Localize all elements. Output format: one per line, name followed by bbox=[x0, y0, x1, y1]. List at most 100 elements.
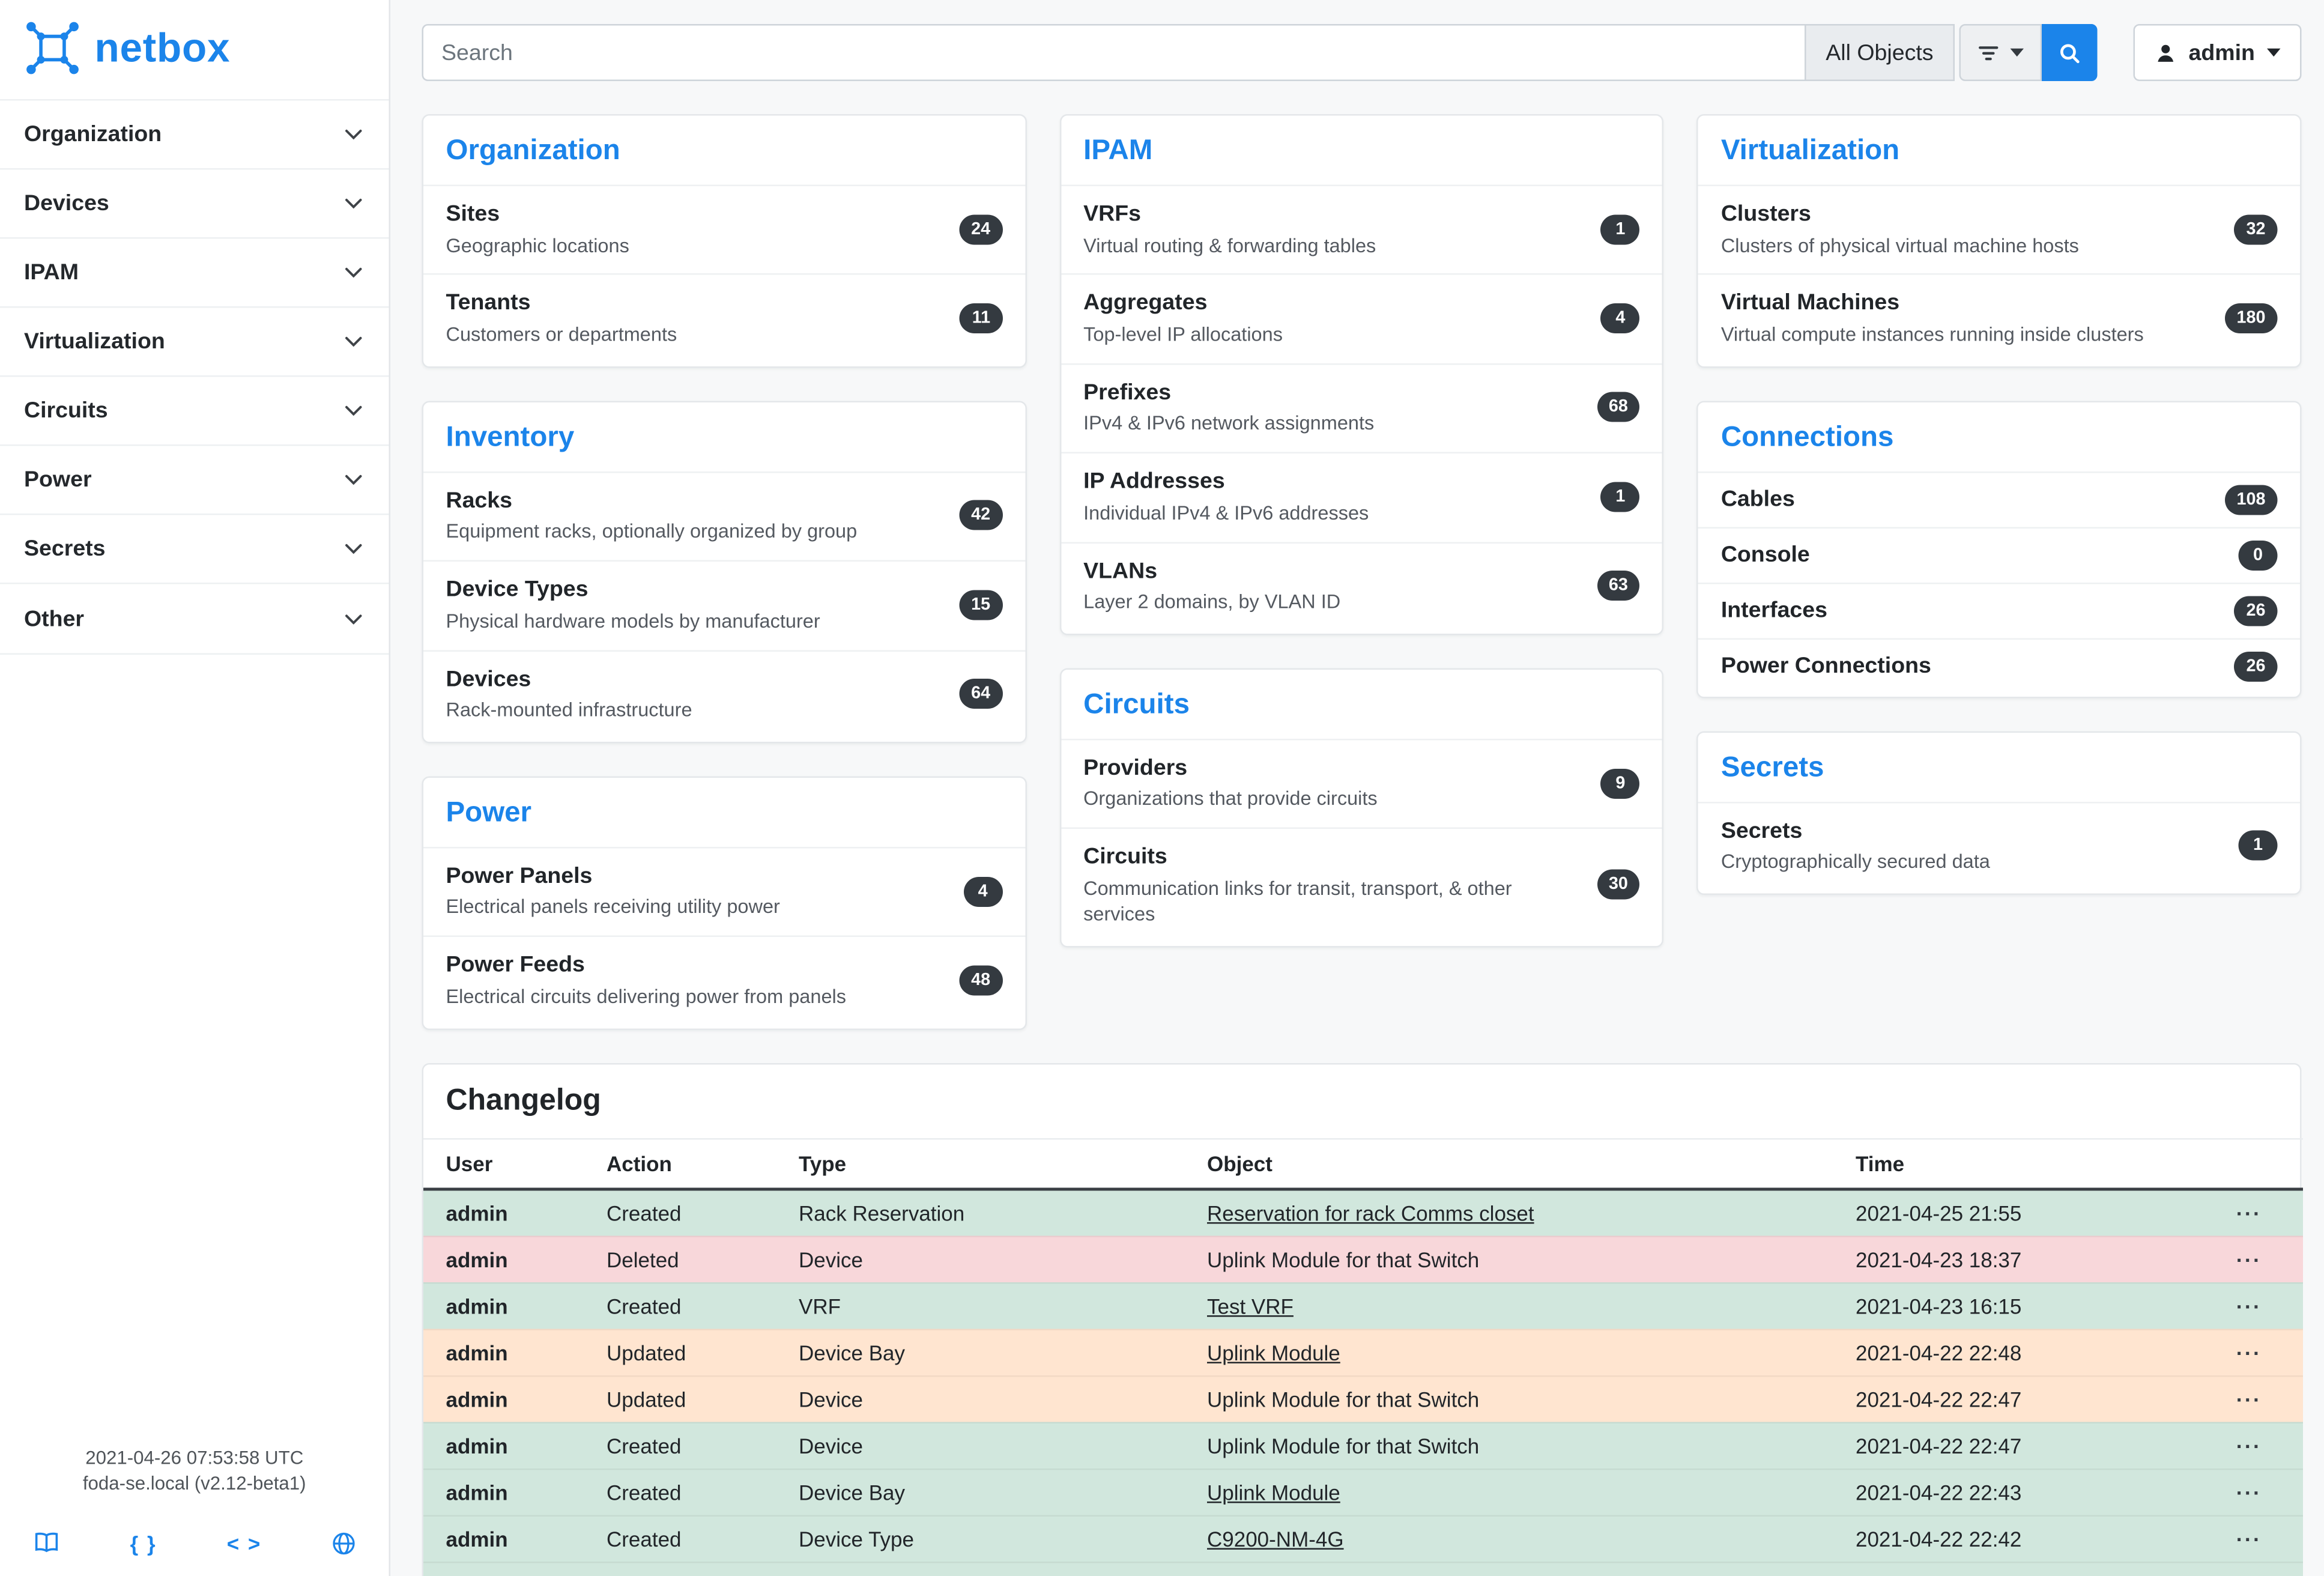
rest-api-braces-icon[interactable]: { } bbox=[130, 1530, 157, 1555]
count-badge[interactable]: 24 bbox=[959, 214, 1003, 244]
card-item-power-panels[interactable]: Power Panels Electrical panels receiving… bbox=[423, 846, 1025, 936]
count-badge[interactable]: 32 bbox=[2234, 214, 2278, 244]
item-label[interactable]: Prefixes bbox=[1083, 379, 1172, 405]
card-connections: Connections Cables 108 Console 0 Interfa… bbox=[1696, 400, 2302, 698]
globe-icon[interactable] bbox=[331, 1531, 356, 1555]
count-badge[interactable]: 30 bbox=[1596, 870, 1640, 900]
count-badge[interactable]: 180 bbox=[2224, 303, 2278, 334]
item-label[interactable]: Racks bbox=[446, 487, 513, 514]
count-badge[interactable]: 1 bbox=[2238, 831, 2278, 861]
card-item-virtual-machines[interactable]: Virtual Machines Virtual compute instanc… bbox=[1698, 273, 2300, 363]
card-item-ip-addresses[interactable]: IP Addresses Individual IPv4 & IPv6 addr… bbox=[1061, 452, 1663, 541]
object-link[interactable]: Reservation for rack Comms closet bbox=[1207, 1201, 1534, 1225]
search-submit-button[interactable] bbox=[2041, 24, 2098, 81]
card-item-providers[interactable]: Providers Organizations that provide cir… bbox=[1061, 738, 1663, 828]
count-badge[interactable]: 26 bbox=[2234, 595, 2278, 626]
item-label[interactable]: Clusters bbox=[1720, 201, 1811, 227]
item-label[interactable]: Interfaces bbox=[1720, 598, 1828, 623]
sidebar-item-ipam[interactable]: IPAM bbox=[0, 239, 389, 308]
row-actions-button[interactable]: ··· bbox=[2195, 1422, 2303, 1470]
row-actions-button[interactable]: ··· bbox=[2195, 1329, 2303, 1377]
card-power: Power Power Panels Electrical panels rec… bbox=[422, 776, 1027, 1030]
docs-book-icon[interactable] bbox=[33, 1532, 60, 1554]
item-description: Geographic locations bbox=[446, 233, 629, 256]
search-scope-button[interactable]: All Objects bbox=[1805, 24, 1955, 81]
object-link[interactable]: Uplink Module bbox=[1207, 1480, 1340, 1505]
card-item-devices[interactable]: Devices Rack-mounted infrastructure 64 bbox=[423, 649, 1025, 738]
item-label[interactable]: VRFs bbox=[1083, 201, 1141, 227]
card-item-interfaces[interactable]: Interfaces 26 bbox=[1698, 582, 2300, 638]
card-item-racks[interactable]: Racks Equipment racks, optionally organi… bbox=[423, 471, 1025, 560]
count-badge[interactable]: 1 bbox=[1600, 482, 1640, 512]
card-circuits: Circuits Providers Organizations that pr… bbox=[1059, 668, 1664, 947]
item-label[interactable]: IP Addresses bbox=[1083, 468, 1225, 494]
count-badge[interactable]: 15 bbox=[959, 590, 1003, 620]
count-badge[interactable]: 11 bbox=[960, 303, 1003, 334]
card-item-console[interactable]: Console 0 bbox=[1698, 526, 2300, 583]
item-label[interactable]: Secrets bbox=[1720, 817, 1803, 844]
sidebar-item-organization[interactable]: Organization bbox=[0, 101, 389, 170]
count-badge[interactable]: 63 bbox=[1596, 571, 1640, 601]
item-label[interactable]: Tenants bbox=[446, 290, 531, 316]
filter-button[interactable] bbox=[1959, 24, 2042, 81]
item-label[interactable]: Virtual Machines bbox=[1720, 290, 1900, 316]
card-item-tenants[interactable]: Tenants Customers or departments 11 bbox=[423, 273, 1025, 363]
count-badge[interactable]: 0 bbox=[2238, 540, 2278, 571]
item-label[interactable]: Power Connections bbox=[1720, 653, 1931, 679]
card-item-clusters[interactable]: Clusters Clusters of physical virtual ma… bbox=[1698, 184, 2300, 274]
card-item-power-feeds[interactable]: Power Feeds Electrical circuits deliveri… bbox=[423, 936, 1025, 1025]
count-badge[interactable]: 1 bbox=[1600, 214, 1640, 244]
row-actions-button[interactable]: ··· bbox=[2195, 1236, 2303, 1284]
count-badge[interactable]: 108 bbox=[2224, 484, 2278, 515]
count-badge[interactable]: 48 bbox=[959, 965, 1003, 996]
sidebar-item-other[interactable]: Other bbox=[0, 584, 389, 653]
row-actions-button[interactable]: ··· bbox=[2195, 1189, 2303, 1237]
card-item-device-types[interactable]: Device Types Physical hardware models by… bbox=[423, 560, 1025, 649]
item-label[interactable]: Sites bbox=[446, 201, 500, 227]
count-badge[interactable]: 42 bbox=[959, 500, 1003, 531]
card-item-circuits[interactable]: Circuits Communication links for transit… bbox=[1061, 828, 1663, 942]
count-badge[interactable]: 68 bbox=[1596, 392, 1640, 423]
card-item-power-connections[interactable]: Power Connections 26 bbox=[1698, 637, 2300, 694]
item-label[interactable]: Devices bbox=[446, 665, 531, 692]
card-item-sites[interactable]: Sites Geographic locations 24 bbox=[423, 184, 1025, 274]
brand[interactable]: netbox bbox=[0, 0, 389, 99]
api-code-icon[interactable]: < > bbox=[226, 1530, 262, 1555]
item-label[interactable]: Cables bbox=[1720, 486, 1795, 512]
item-label[interactable]: Circuits bbox=[1083, 844, 1167, 870]
item-label[interactable]: Power Panels bbox=[446, 863, 593, 889]
object-link[interactable]: Uplink Module bbox=[1207, 1340, 1340, 1365]
row-actions-button[interactable]: ··· bbox=[2195, 1282, 2303, 1330]
row-actions-button[interactable]: ··· bbox=[2195, 1468, 2303, 1517]
count-badge[interactable]: 64 bbox=[959, 679, 1003, 709]
item-label[interactable]: Device Types bbox=[446, 577, 589, 602]
item-label[interactable]: Power Feeds bbox=[446, 952, 585, 978]
card-item-aggregates[interactable]: Aggregates Top-level IP allocations 4 bbox=[1061, 273, 1663, 363]
sidebar-item-circuits[interactable]: Circuits bbox=[0, 377, 389, 446]
row-actions-button[interactable]: ··· bbox=[2195, 1562, 2303, 1576]
count-badge[interactable]: 4 bbox=[963, 876, 1003, 907]
user-menu-button[interactable]: admin bbox=[2133, 24, 2302, 81]
count-badge[interactable]: 9 bbox=[1600, 768, 1640, 799]
object-link[interactable]: Test VRF bbox=[1207, 1294, 1294, 1318]
card-item-cables[interactable]: Cables 108 bbox=[1698, 471, 2300, 527]
count-badge[interactable]: 4 bbox=[1600, 303, 1640, 334]
count-badge[interactable]: 26 bbox=[2234, 651, 2278, 682]
item-label[interactable]: Aggregates bbox=[1083, 290, 1208, 316]
search-input[interactable] bbox=[422, 24, 1805, 81]
card-item-vlans[interactable]: VLANs Layer 2 domains, by VLAN ID 63 bbox=[1061, 541, 1663, 630]
row-actions-button[interactable]: ··· bbox=[2195, 1515, 2303, 1563]
sidebar-item-secrets[interactable]: Secrets bbox=[0, 515, 389, 584]
sidebar-item-virtualization[interactable]: Virtualization bbox=[0, 308, 389, 377]
object-link[interactable]: C9200-NM-4G bbox=[1207, 1526, 1344, 1551]
row-actions-button[interactable]: ··· bbox=[2195, 1375, 2303, 1423]
brand-name[interactable]: netbox bbox=[94, 25, 231, 70]
item-label[interactable]: Providers bbox=[1083, 755, 1188, 781]
card-item-secrets[interactable]: Secrets Cryptographically secured data 1 bbox=[1698, 801, 2300, 890]
sidebar-item-devices[interactable]: Devices bbox=[0, 170, 389, 239]
card-item-prefixes[interactable]: Prefixes IPv4 & IPv6 network assignments… bbox=[1061, 363, 1663, 452]
card-item-vrfs[interactable]: VRFs Virtual routing & forwarding tables… bbox=[1061, 184, 1663, 274]
item-label[interactable]: VLANs bbox=[1083, 557, 1158, 584]
item-label[interactable]: Console bbox=[1720, 542, 1810, 568]
sidebar-item-power[interactable]: Power bbox=[0, 446, 389, 515]
